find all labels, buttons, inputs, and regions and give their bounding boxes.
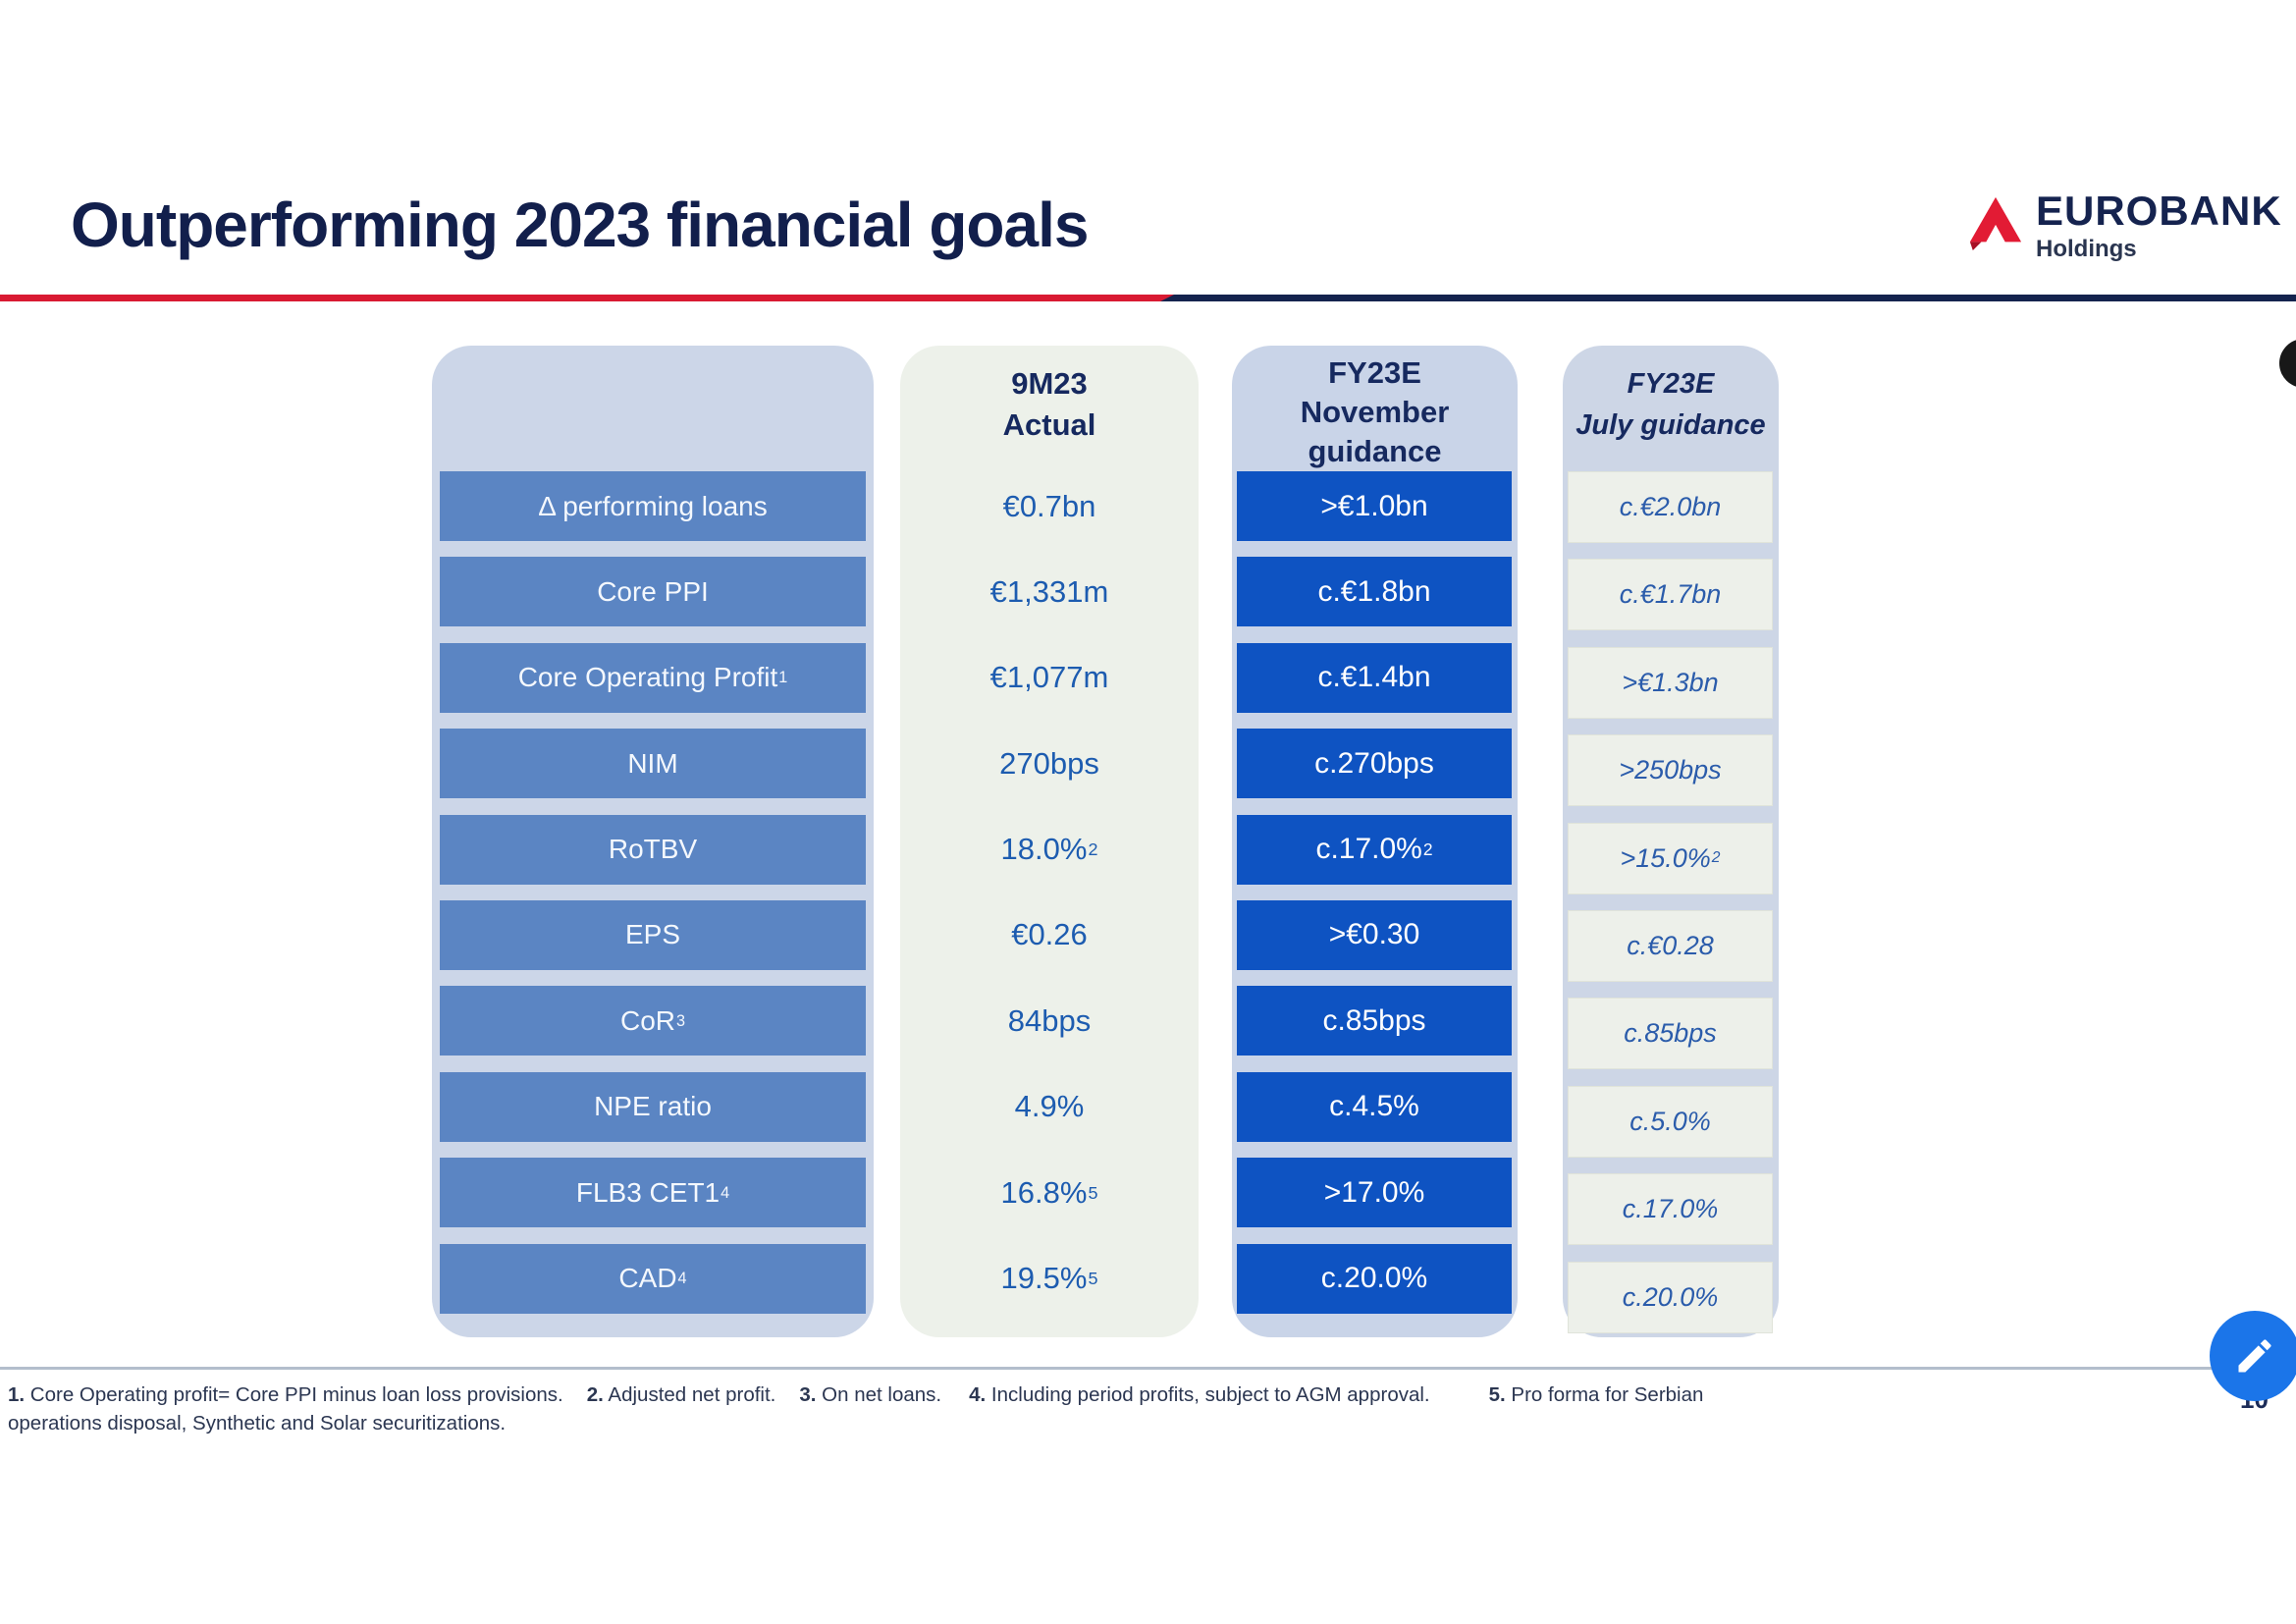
- metric-label-cell: Core Operating Profit 1: [440, 642, 866, 713]
- column-header-line: 9M23: [1011, 366, 1088, 401]
- july-guidance-cell: c.€1.7bn: [1568, 559, 1773, 631]
- actual-column-header: 9M23 Actual: [900, 363, 1199, 446]
- july-guidance-header: FY23E July guidance: [1563, 363, 1779, 446]
- november-guidance-cell: c.270bps: [1237, 729, 1512, 799]
- metric-label-cell: NIM: [440, 729, 866, 799]
- actual-value-cell: 19.5% 5: [1000, 1261, 1098, 1296]
- footnote-4: 4. Including period profits, subject to …: [969, 1383, 1430, 1406]
- edit-button[interactable]: [2210, 1311, 2296, 1401]
- november-guidance-cell: c.17.0% 2: [1237, 814, 1512, 885]
- column-header-line: FY23E: [1627, 368, 1715, 400]
- metric-label-cell: CoR 3: [440, 986, 866, 1056]
- july-guidance-cell: c.17.0%: [1568, 1173, 1773, 1246]
- metric-label-cell: RoTBV: [440, 814, 866, 885]
- footer-divider: [0, 1367, 2296, 1370]
- july-guidance-cell: c.20.0%: [1568, 1261, 1773, 1333]
- july-guidance-cell: >250bps: [1568, 734, 1773, 807]
- column-header-line: Actual: [1002, 407, 1096, 442]
- actual-value-cell: 4.9%: [1014, 1089, 1085, 1124]
- actual-column: 9M23 Actual €0.7bn €1,331m €1,077m 270bps 18.…: [900, 346, 1199, 1337]
- actual-value-cell: €0.26: [1011, 917, 1088, 952]
- november-guidance-cells: >€1.0bn c.€1.8bn c.€1.4bn c.270bps c.17.0% 2 >…: [1237, 471, 1512, 1314]
- november-guidance-cell: c.€1.8bn: [1237, 557, 1512, 627]
- metric-label-cell: Δ performing loans: [440, 471, 866, 541]
- metric-label-cell: EPS: [440, 899, 866, 970]
- november-guidance-cell: c.85bps: [1237, 986, 1512, 1056]
- footnote-2: 2. Adjusted net profit.: [586, 1383, 776, 1406]
- july-guidance-cell: c.€2.0bn: [1568, 471, 1773, 543]
- footnote-3: 3. On net loans.: [799, 1383, 942, 1406]
- november-guidance-header: FY23E November guidance: [1232, 353, 1518, 471]
- actual-value-cell: €1,331m: [989, 573, 1109, 609]
- actual-value-cell: 16.8% 5: [1000, 1174, 1098, 1210]
- november-guidance-cell: >€1.0bn: [1237, 471, 1512, 541]
- logo-text: EUROBANK Holdings: [2036, 189, 2282, 263]
- july-guidance-cell: c.5.0%: [1568, 1085, 1773, 1158]
- footnotes-line-1: 1. Core Operating profit= Core PPI minus…: [8, 1380, 2266, 1409]
- metric-label-cell: NPE ratio: [440, 1071, 866, 1142]
- july-guidance-cell: c.85bps: [1568, 998, 1773, 1070]
- metric-label-cell: CAD 4: [440, 1243, 866, 1314]
- november-guidance-cell: c.20.0%: [1237, 1243, 1512, 1314]
- edge-circle-button[interactable]: [2279, 339, 2296, 388]
- footnote-1: 1. Core Operating profit= Core PPI minus…: [8, 1383, 563, 1406]
- november-guidance-column: FY23E November guidance >€1.0bn c.€1.8bn c.€…: [1232, 346, 1518, 1337]
- page-title: Outperforming 2023 financial goals: [71, 189, 1089, 260]
- july-guidance-cell: >15.0% 2: [1568, 822, 1773, 894]
- column-header-line: guidance: [1308, 434, 1442, 468]
- metrics-label-cells: Δ performing loans Core PPI Core Operating…: [440, 471, 866, 1314]
- november-guidance-cell: >€0.30: [1237, 899, 1512, 970]
- pencil-icon: [2238, 1339, 2271, 1373]
- title-underline-navy: [1158, 295, 2296, 301]
- metric-label-cell: Core PPI: [440, 557, 866, 627]
- title-underline-red: [0, 295, 1174, 301]
- metric-label-cell: FLB3 CET1 4: [440, 1158, 866, 1228]
- column-header-line: July guidance: [1575, 409, 1766, 441]
- actual-value-cell: 270bps: [999, 745, 1099, 781]
- footnote-5: 5. Pro forma for Serbian: [1488, 1383, 1704, 1406]
- logo-brand: EUROBANK: [2036, 188, 2282, 234]
- actual-value-cells: €0.7bn €1,331m €1,077m 270bps 18.0% 2 €0.26 84b…: [900, 471, 1199, 1314]
- actual-value-cell: 84bps: [1007, 1002, 1092, 1038]
- november-guidance-cell: c.€1.4bn: [1237, 642, 1512, 713]
- july-guidance-cells: c.€2.0bn c.€1.7bn >€1.3bn >250bps >15.0% 2 c.€…: [1568, 471, 1773, 1333]
- metrics-label-column: Δ performing loans Core PPI Core Operating…: [432, 346, 874, 1337]
- column-header-line: November: [1300, 395, 1450, 429]
- footnotes-line-2: operations disposal, Synthetic and Solar…: [8, 1412, 507, 1435]
- july-guidance-cell: >€1.3bn: [1568, 646, 1773, 719]
- november-guidance-cell: c.4.5%: [1237, 1071, 1512, 1142]
- footnotes: 1. Core Operating profit= Core PPI minus…: [8, 1380, 2266, 1437]
- logo-subtitle: Holdings: [2036, 236, 2137, 262]
- eurobank-logo-icon: [1969, 196, 2022, 251]
- actual-value-cell: €0.7bn: [1002, 488, 1096, 523]
- july-guidance-column: FY23E July guidance c.€2.0bn c.€1.7bn >€1.3…: [1563, 346, 1779, 1337]
- actual-value-cell: 18.0% 2: [1000, 832, 1098, 867]
- column-header-line: FY23E: [1328, 355, 1421, 390]
- july-guidance-cell: c.€0.28: [1568, 909, 1773, 982]
- november-guidance-cell: >17.0%: [1237, 1158, 1512, 1228]
- eurobank-logo: EUROBANK Holdings: [1967, 189, 2282, 263]
- actual-value-cell: €1,077m: [989, 660, 1109, 695]
